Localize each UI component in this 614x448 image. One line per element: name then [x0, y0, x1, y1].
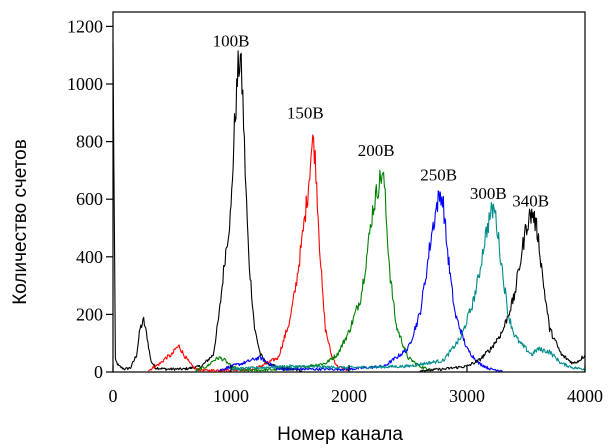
peak-label-4: 300В — [470, 184, 507, 203]
x-tick-label-3: 3000 — [449, 386, 485, 406]
y-tick-label-1: 200 — [76, 304, 103, 324]
y-axis-label: Количество счетов — [10, 139, 31, 305]
y-tick-label-0: 0 — [94, 362, 103, 382]
series-line-3 — [219, 190, 503, 372]
peak-label-5: 340В — [512, 191, 549, 210]
peak-label-2: 200В — [358, 141, 395, 160]
peak-label-3: 250В — [420, 165, 457, 184]
series-line-4 — [230, 201, 586, 371]
series-line-5 — [419, 208, 586, 373]
x-tick-label-4: 4000 — [567, 386, 603, 406]
series-line-0 — [112, 43, 303, 373]
y-tick-label-4: 800 — [76, 132, 103, 152]
axis-layer: 0 1000 2000 3000 4000 0 200 400 600 800 1000 1200 — [67, 16, 603, 406]
y-tick-label-2: 400 — [76, 247, 103, 267]
x-tick-label-2: 2000 — [331, 386, 367, 406]
peak-label-0: 100В — [213, 32, 250, 51]
y-tick-label-6: 1200 — [67, 16, 103, 36]
x-axis-label: Номер канала — [277, 424, 403, 445]
x-tick-label-0: 0 — [109, 386, 118, 406]
y-tick-label-3: 600 — [76, 189, 103, 209]
peak-label-1: 150В — [287, 104, 324, 123]
annotation-layer: 100В 150В 200В 250В 300В 340В — [213, 32, 550, 211]
x-tick-label-1: 1000 — [213, 386, 249, 406]
series-layer — [112, 43, 586, 373]
y-tick-label-5: 1000 — [67, 74, 103, 94]
